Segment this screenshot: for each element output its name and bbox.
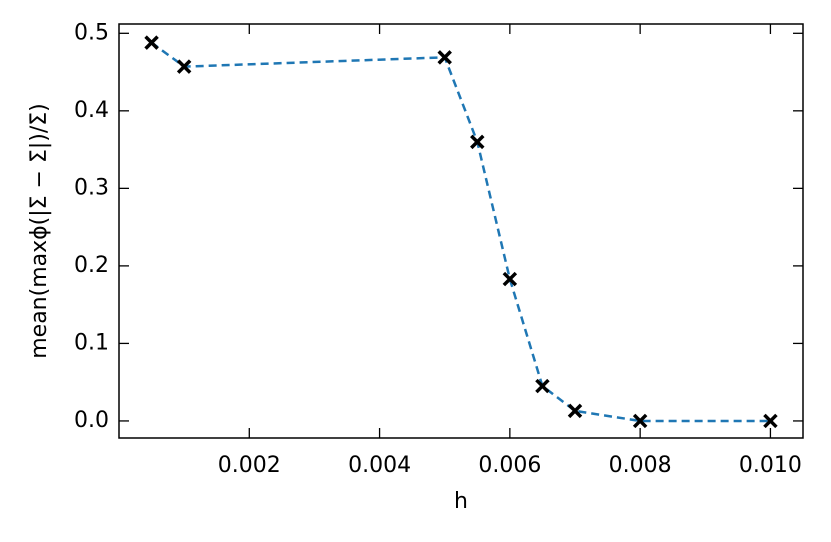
data-point (763, 413, 778, 429)
data-point (144, 35, 159, 50)
y-tick-label: 0.4 (74, 98, 109, 123)
data-point (632, 413, 648, 429)
x-tick-label: 0.002 (218, 453, 281, 478)
y-tick-label: 0.1 (74, 330, 109, 355)
data-point (437, 50, 452, 65)
data-line (150, 41, 771, 423)
x-tick-label: 0.008 (609, 453, 672, 478)
plot-frame (118, 23, 804, 439)
x-tick-label: 0.006 (478, 453, 541, 478)
y-tick-label: 0.2 (74, 253, 109, 278)
x-tick-label: 0.004 (348, 453, 411, 478)
y-tick-label: 0.3 (74, 175, 109, 200)
data-point (567, 403, 583, 419)
y-tick-label: 0.0 (74, 408, 109, 433)
y-axis-label: mean(maxϕ(|Σ − Σ̄|)/Σ̄) (27, 103, 52, 359)
data-point (502, 271, 518, 287)
data-point (470, 134, 485, 150)
data-point (176, 59, 192, 74)
x-axis-label: h (454, 489, 468, 514)
data-point (535, 378, 550, 394)
x-tick-label: 0.010 (739, 453, 802, 478)
y-tick-label: 0.5 (74, 20, 109, 45)
